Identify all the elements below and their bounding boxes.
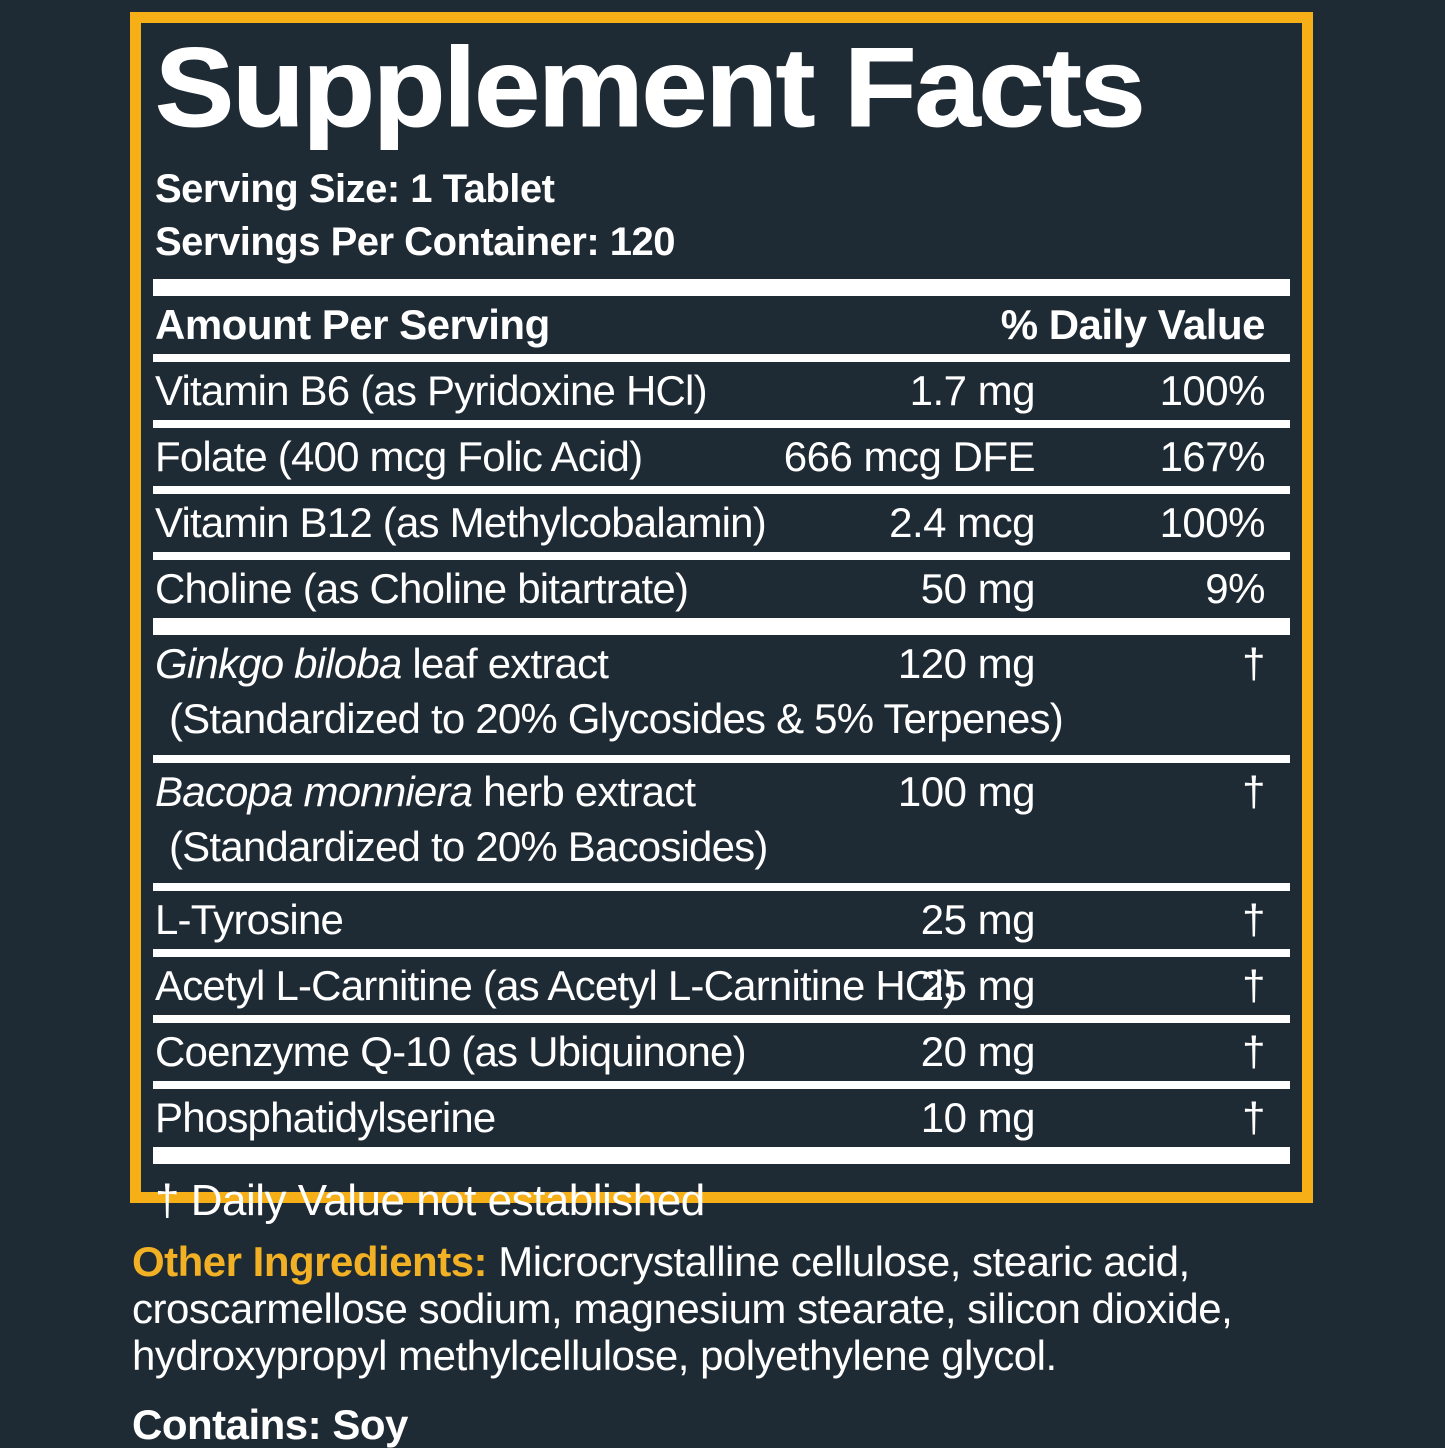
ingredient-name: Coenzyme Q-10 (as Ubiquinone) xyxy=(155,1028,747,1076)
supplement-facts-panel: Supplement Facts Serving Size: 1 Tablet … xyxy=(130,12,1313,1225)
ingredient-amount: 100 mg xyxy=(897,768,1036,816)
ingredient-name: Vitamin B12 (as Methylcobalamin) xyxy=(155,499,767,547)
ingredient-name: Phosphatidylserine xyxy=(155,1094,496,1142)
separator xyxy=(153,1081,1290,1090)
ingredient-daily-value: † xyxy=(1242,896,1265,944)
ingredient-daily-value: 9% xyxy=(1205,565,1265,613)
ingredient-daily-value: † xyxy=(1242,1028,1265,1076)
other-ingredients-label: Other Ingredients: xyxy=(132,1238,488,1285)
ingredient-daily-value: 167% xyxy=(1159,433,1266,481)
ingredient-name: Acetyl L-Carnitine (as Acetyl L-Carnitin… xyxy=(155,962,957,1010)
ingredient-name: Bacopa monniera herb extract xyxy=(155,768,696,816)
table-row: Coenzyme Q-10 (as Ubiquinone) 20 mg † xyxy=(153,1023,1290,1081)
ingredient-amount: 20 mg xyxy=(920,1028,1036,1076)
ingredient-name: Choline (as Choline bitartrate) xyxy=(155,565,689,613)
ingredient-daily-value: † xyxy=(1242,768,1265,816)
serving-info: Serving Size: 1 Tablet Servings Per Cont… xyxy=(155,163,1290,269)
separator xyxy=(153,552,1290,561)
ingredient-name: L-Tyrosine xyxy=(155,896,344,944)
daily-value-header: % Daily Value xyxy=(1000,301,1266,349)
ingredient-daily-value: † xyxy=(1242,962,1265,1010)
ingredient-daily-value: † xyxy=(1242,1094,1265,1142)
table-row: Ginkgo biloba leaf extract 120 mg † xyxy=(153,635,1290,693)
ingredient-botanical-name: Ginkgo biloba xyxy=(155,640,402,688)
contains-allergen: Contains: Soy xyxy=(132,1401,408,1448)
separator xyxy=(153,755,1290,764)
table-row: L-Tyrosine 25 mg † xyxy=(153,891,1290,949)
separator xyxy=(153,883,1290,892)
separator-thick xyxy=(153,618,1290,636)
ingredient-rows: Vitamin B6 (as Pyridoxine HCl) 1.7 mg 100%… xyxy=(153,362,1290,1165)
ingredient-botanical-name: Bacopa monniera xyxy=(155,768,473,816)
other-ingredients-section: Other Ingredients: Microcrystalline cell… xyxy=(132,1238,1262,1448)
ingredient-amount: 25 mg xyxy=(920,896,1036,944)
other-ingredients-text: Microcrystalline cellulose, stearic acid… xyxy=(132,1238,1233,1379)
daily-value-footnote: † Daily Value not established xyxy=(155,1176,705,1226)
ingredient-name: Folate (400 mcg Folic Acid) xyxy=(155,433,643,481)
table-header-row: Amount Per Serving % Daily Value xyxy=(153,296,1290,354)
ingredient-amount: 50 mg xyxy=(920,565,1036,613)
ingredient-daily-value: 100% xyxy=(1159,367,1266,415)
table-row: Folate (400 mcg Folic Acid) 666 mcg DFE 16… xyxy=(153,428,1290,486)
ingredient-amount: 10 mg xyxy=(920,1094,1036,1142)
separator xyxy=(153,420,1290,429)
table-row: Choline (as Choline bitartrate) 50 mg 9% xyxy=(153,560,1290,618)
ingredient-amount: 2.4 mcg xyxy=(889,499,1035,547)
ingredient-name: Ginkgo biloba leaf extract xyxy=(155,640,609,688)
separator xyxy=(153,1015,1290,1024)
ingredient-daily-value: 100% xyxy=(1159,499,1266,547)
table-row: Vitamin B6 (as Pyridoxine HCl) 1.7 mg 100% xyxy=(153,362,1290,420)
ingredient-amount: 666 mcg DFE xyxy=(783,433,1036,481)
ingredient-standardization-note: (Standardized to 20% Glycosides & 5% Ter… xyxy=(169,695,1064,743)
table-row: Acetyl L-Carnitine (as Acetyl L-Carnitin… xyxy=(153,957,1290,1015)
ingredient-name: Vitamin B6 (as Pyridoxine HCl) xyxy=(155,367,708,415)
ingredient-amount: 1.7 mg xyxy=(909,367,1036,415)
ingredient-standardization-note: (Standardized to 20% Bacosides) xyxy=(169,823,768,871)
amount-per-serving-header: Amount Per Serving xyxy=(155,301,550,349)
separator-thick xyxy=(153,1147,1290,1165)
panel-title: Supplement Facts xyxy=(154,25,1146,150)
table-row: Bacopa monniera herb extract 100 mg † xyxy=(153,763,1290,821)
ingredient-amount: 25 mg xyxy=(920,962,1036,1010)
separator-thick xyxy=(153,279,1290,297)
ingredient-amount: 120 mg xyxy=(897,640,1036,688)
separator xyxy=(153,486,1290,495)
serving-size: Serving Size: 1 Tablet xyxy=(155,167,555,212)
servings-per-container: Servings Per Container: 120 xyxy=(155,220,676,265)
other-ingredients-paragraph: Other Ingredients: Microcrystalline cell… xyxy=(132,1238,1262,1379)
separator xyxy=(153,949,1290,958)
separator xyxy=(153,354,1290,363)
table-row: Phosphatidylserine 10 mg † xyxy=(153,1089,1290,1147)
ingredient-daily-value: † xyxy=(1242,640,1265,688)
table-row: Vitamin B12 (as Methylcobalamin) 2.4 mcg 1… xyxy=(153,494,1290,552)
